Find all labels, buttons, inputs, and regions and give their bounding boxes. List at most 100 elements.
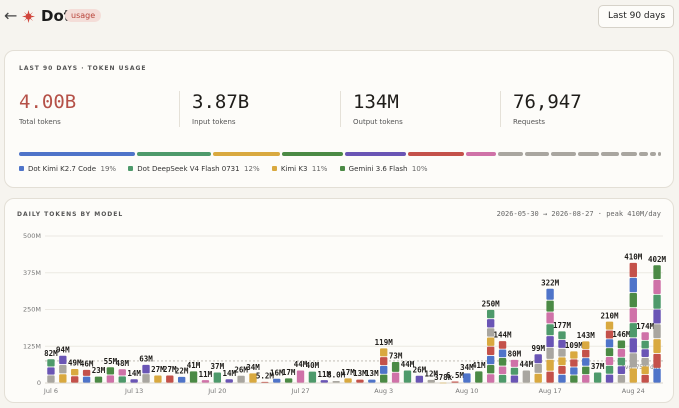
bar-value-label: 8.0M bbox=[327, 371, 346, 380]
bar-segment bbox=[629, 308, 637, 323]
bar-segment bbox=[605, 365, 614, 374]
bar-value-label: 402M bbox=[648, 255, 667, 264]
bar-segment bbox=[653, 294, 661, 309]
share-segment bbox=[649, 152, 656, 156]
bar-segment bbox=[653, 279, 661, 294]
bar-segment bbox=[486, 374, 495, 383]
bar-segment bbox=[415, 375, 424, 383]
bar-segment bbox=[653, 324, 661, 339]
bar-segment bbox=[605, 339, 614, 348]
date-range-select[interactable]: Last 90 days ⌄ bbox=[598, 5, 674, 28]
bar-segment bbox=[486, 365, 495, 374]
bar-segment bbox=[558, 357, 566, 366]
bar-segment bbox=[237, 375, 245, 383]
average-label: avg 75M/day bbox=[621, 364, 661, 371]
share-segment bbox=[524, 152, 550, 156]
bar-segment bbox=[320, 380, 328, 383]
chevron-down-icon: ⌄ bbox=[659, 11, 666, 20]
x-tick-label: Aug 24 bbox=[622, 387, 645, 395]
bar-segment bbox=[130, 379, 138, 383]
bar-segment bbox=[427, 379, 435, 383]
bar-segment bbox=[177, 376, 186, 383]
bar-segment bbox=[391, 361, 400, 372]
x-tick-label: Jul 20 bbox=[207, 387, 226, 395]
bar-segment bbox=[486, 328, 495, 337]
bar-segment bbox=[498, 357, 507, 366]
share-segment bbox=[551, 152, 576, 156]
share-segment bbox=[577, 152, 599, 156]
bar-segment bbox=[546, 371, 554, 383]
bar-value-label: 6.5M bbox=[446, 371, 465, 380]
share-segment bbox=[498, 152, 523, 156]
bar-segment bbox=[106, 375, 115, 383]
bar-segment bbox=[82, 369, 91, 376]
bar-segment bbox=[582, 366, 590, 375]
bar-value-label: 12M bbox=[424, 369, 438, 378]
legend-item[interactable]: Dot Kimi K2.7 Code 19% bbox=[19, 165, 116, 173]
bar-value-label: 44M bbox=[294, 360, 308, 369]
legend-item[interactable]: Gemini 3.6 Flash 10% bbox=[339, 165, 427, 173]
bar-value-label: 146M bbox=[612, 330, 631, 339]
bar-segment bbox=[463, 373, 471, 383]
bar-segment bbox=[510, 359, 519, 367]
bar-value-label: 174M bbox=[636, 322, 655, 331]
bar-value-label: 27M bbox=[163, 365, 177, 374]
bar-value-label: 55M bbox=[104, 357, 118, 366]
bar-segment bbox=[510, 367, 519, 375]
bar-segment bbox=[534, 354, 542, 364]
bar-segment bbox=[154, 375, 162, 383]
bar-segment bbox=[106, 367, 115, 375]
bar-segment bbox=[653, 265, 661, 280]
bar-value-label: 73M bbox=[389, 352, 403, 361]
bar-value-label: 410M bbox=[624, 252, 643, 261]
bar-value-label: 14M bbox=[222, 369, 236, 378]
legend-item[interactable]: Dot DeepSeek V4 Flash 0731 12% bbox=[128, 165, 260, 173]
bar-segment bbox=[546, 324, 554, 336]
bar-segment bbox=[653, 368, 661, 383]
divider bbox=[340, 91, 341, 127]
stat-requests: 76,947 Requests bbox=[513, 91, 582, 126]
bar-segment bbox=[653, 339, 661, 354]
bar-segment bbox=[451, 381, 459, 383]
bar-segment bbox=[641, 340, 649, 349]
x-tick-label: Aug 3 bbox=[374, 387, 393, 395]
bar-value-label: 250M bbox=[482, 300, 501, 309]
bar-segment bbox=[558, 366, 566, 374]
bar-segment bbox=[629, 277, 637, 293]
bar-segment bbox=[344, 378, 352, 383]
share-segment bbox=[408, 152, 464, 156]
y-tick-label: 500M bbox=[23, 232, 41, 240]
chart-title: DAILY TOKENS BY MODEL bbox=[17, 211, 124, 218]
model-legend: Dot Kimi K2.7 Code 19% Dot DeepSeek V4 F… bbox=[19, 165, 437, 173]
bar-segment bbox=[534, 363, 542, 373]
bar-value-label: 13M bbox=[353, 369, 367, 378]
bar-value-label: 23M bbox=[92, 366, 106, 375]
usage-badge: usage bbox=[65, 9, 102, 22]
bar-segment bbox=[617, 366, 626, 375]
bar-value-label: 34M bbox=[246, 363, 260, 372]
bar-segment bbox=[166, 375, 174, 383]
bar-value-label: 144M bbox=[494, 331, 513, 340]
chart-range-text: 2026-05-30 → 2026-08-27 · peak 410M/day bbox=[496, 210, 661, 218]
bar-value-label: 46M bbox=[80, 359, 94, 368]
bar-segment bbox=[629, 353, 637, 368]
bar-segment bbox=[558, 374, 566, 383]
bar-segment bbox=[356, 379, 364, 383]
bar-segment bbox=[308, 371, 317, 383]
x-tick-label: Jul 13 bbox=[124, 387, 143, 395]
bar-segment bbox=[641, 357, 649, 366]
bar-segment bbox=[261, 381, 269, 383]
summary-title: LAST 90 DAYS · TOKEN USAGE bbox=[19, 65, 147, 72]
bar-segment bbox=[510, 375, 519, 383]
bar-segment bbox=[558, 331, 566, 340]
bar-segment bbox=[641, 366, 649, 375]
bar-segment bbox=[380, 348, 388, 357]
bar-segment bbox=[498, 374, 507, 383]
legend-swatch bbox=[128, 166, 134, 171]
share-segment bbox=[657, 152, 661, 156]
bar-segment bbox=[368, 379, 376, 383]
legend-item[interactable]: Kimi K3 11% bbox=[271, 165, 327, 173]
share-segment bbox=[282, 152, 344, 156]
arrow-left-icon[interactable]: ← bbox=[4, 6, 18, 25]
bar-segment bbox=[498, 366, 507, 375]
